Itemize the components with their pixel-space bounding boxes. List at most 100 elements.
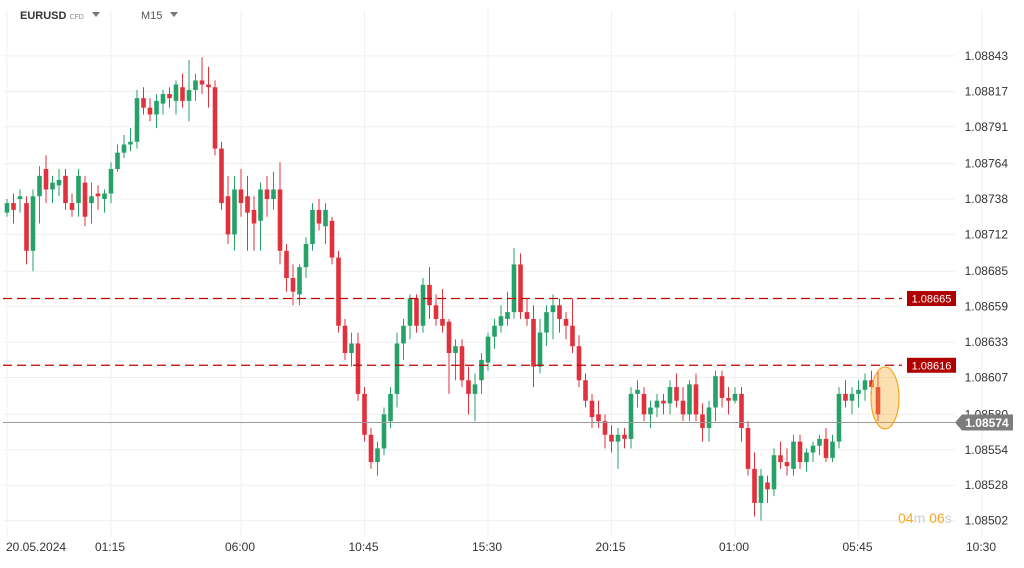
level-label: 1.08665 <box>912 293 952 305</box>
candle-body-bull <box>856 389 861 394</box>
candle-body-bear <box>141 98 146 108</box>
candle-body-bear <box>212 87 218 149</box>
candle-body-bull <box>498 316 504 326</box>
candle-body-bear <box>589 400 595 418</box>
candle-body-bull <box>76 175 81 204</box>
y-tick-label: 1.08659 <box>965 300 1009 314</box>
candle-body-bear <box>147 107 153 115</box>
timeframe-selector[interactable]: M15 <box>141 10 179 22</box>
candle-body-bull <box>420 284 426 326</box>
candle-body-bull <box>310 209 315 244</box>
candle-body-bear <box>342 325 348 354</box>
candle-body-bull <box>849 393 855 401</box>
candle-body-bear <box>752 468 757 503</box>
candle-body-bear <box>869 380 874 388</box>
x-tick-label: 06:00 <box>225 540 255 554</box>
last-candle-highlight <box>870 366 900 430</box>
candle-body-bear <box>219 148 224 204</box>
candle-body-bull <box>388 393 393 422</box>
candle-body-bear <box>24 203 29 251</box>
candle-body-bear <box>284 250 289 279</box>
candle-body-bull <box>505 312 510 319</box>
x-tick-label: 01:15 <box>95 540 125 554</box>
candle-body-bull <box>472 384 478 394</box>
candle-body-bear <box>843 393 848 401</box>
time-axis[interactable]: 20.05.2024 01:15 06:00 10:45 15:30 20:15 01:00… <box>6 540 996 554</box>
candle-body-bear <box>680 400 686 415</box>
y-tick-label: 1.08502 <box>965 514 1009 528</box>
x-tick-label: 10:30 <box>966 540 996 554</box>
candle-body-bear <box>576 346 582 381</box>
candle-body-bull <box>115 152 120 170</box>
candle-body-bear <box>765 482 770 490</box>
candle-body-bear <box>700 414 705 428</box>
candle-body-bull <box>713 376 718 408</box>
candle-body-bull <box>817 438 822 446</box>
candle-body-bear <box>290 278 296 292</box>
x-tick-label: 15:30 <box>472 540 502 554</box>
chevron-down-icon <box>91 12 100 17</box>
x-tick-label: 20:15 <box>595 540 625 554</box>
candle-body-bear <box>570 325 575 347</box>
candle-body-bull <box>485 336 491 363</box>
candle-body-bear <box>43 169 49 190</box>
symbol-selector[interactable]: EURUSD CFD <box>20 10 100 22</box>
timeframe-label: M15 <box>141 10 163 22</box>
candle-body-bear <box>875 387 881 415</box>
candle-body-bull <box>134 98 140 142</box>
candle-body-bull <box>804 452 809 463</box>
current-price-marker <box>955 414 1013 431</box>
y-tick-label: 1.08685 <box>965 264 1009 278</box>
y-tick-label: 1.08843 <box>965 49 1009 63</box>
candle-body-bull <box>108 169 114 194</box>
candle-body-bear <box>823 438 829 458</box>
candle-body-bear <box>563 318 569 326</box>
countdown-minutes-unit: m <box>913 510 926 526</box>
candle-body-bear <box>238 189 244 204</box>
candle-body-bull <box>50 182 55 190</box>
candle-body-bear <box>95 193 101 197</box>
x-tick-label: 01:00 <box>719 540 749 554</box>
candle-body-bear <box>778 455 783 463</box>
candle-body-bull <box>121 144 127 153</box>
candles <box>4 57 881 521</box>
candle-body-bear <box>362 393 367 435</box>
level-label: 1.08616 <box>912 360 952 372</box>
candle-body-bull <box>537 332 543 367</box>
candle-body-bull <box>271 189 276 199</box>
candle-body-bull <box>232 189 237 235</box>
candle-body-bull <box>511 264 517 313</box>
candle-body-bull <box>407 298 413 326</box>
price-axis[interactable]: 1.08843 1.08817 1.08791 1.08764 1.08738 1.087… <box>965 49 1009 528</box>
candle-body-bull <box>615 434 621 442</box>
y-tick-label: 1.08738 <box>965 192 1009 206</box>
instrument-type-label: CFD <box>69 14 84 21</box>
candle-body-bear <box>784 462 790 467</box>
candle-body-bear <box>466 380 471 394</box>
candle-body-bull <box>401 325 406 344</box>
y-tick-label: 1.08764 <box>965 157 1009 171</box>
candle-body-bull <box>30 196 36 251</box>
candle-body-bull <box>836 393 842 442</box>
candle-body-bull <box>160 94 166 104</box>
candle-body-bull <box>17 196 23 199</box>
candle-body-bear <box>739 393 744 428</box>
overlays: 1.08574 <box>3 366 1013 431</box>
level-label-box[interactable] <box>907 290 956 306</box>
candle-body-bear <box>63 175 68 204</box>
y-tick-label: 1.08633 <box>965 335 1009 349</box>
current-price-label: 1.08574 <box>965 416 1009 430</box>
candle-body-bull <box>687 384 692 415</box>
level-label-box[interactable] <box>907 357 956 373</box>
symbol-label: EURUSD <box>20 10 67 22</box>
candle-body-bull <box>89 196 94 204</box>
candle-body-bull <box>381 414 387 449</box>
y-tick-label: 1.08607 <box>965 371 1009 385</box>
candle-body-bear <box>336 257 341 326</box>
horizontal-levels[interactable]: 1.08665 1.08616 <box>3 290 956 373</box>
candle-body-bull <box>128 141 133 145</box>
candle-body-bull <box>102 193 107 199</box>
candle-body-bull <box>323 209 328 227</box>
